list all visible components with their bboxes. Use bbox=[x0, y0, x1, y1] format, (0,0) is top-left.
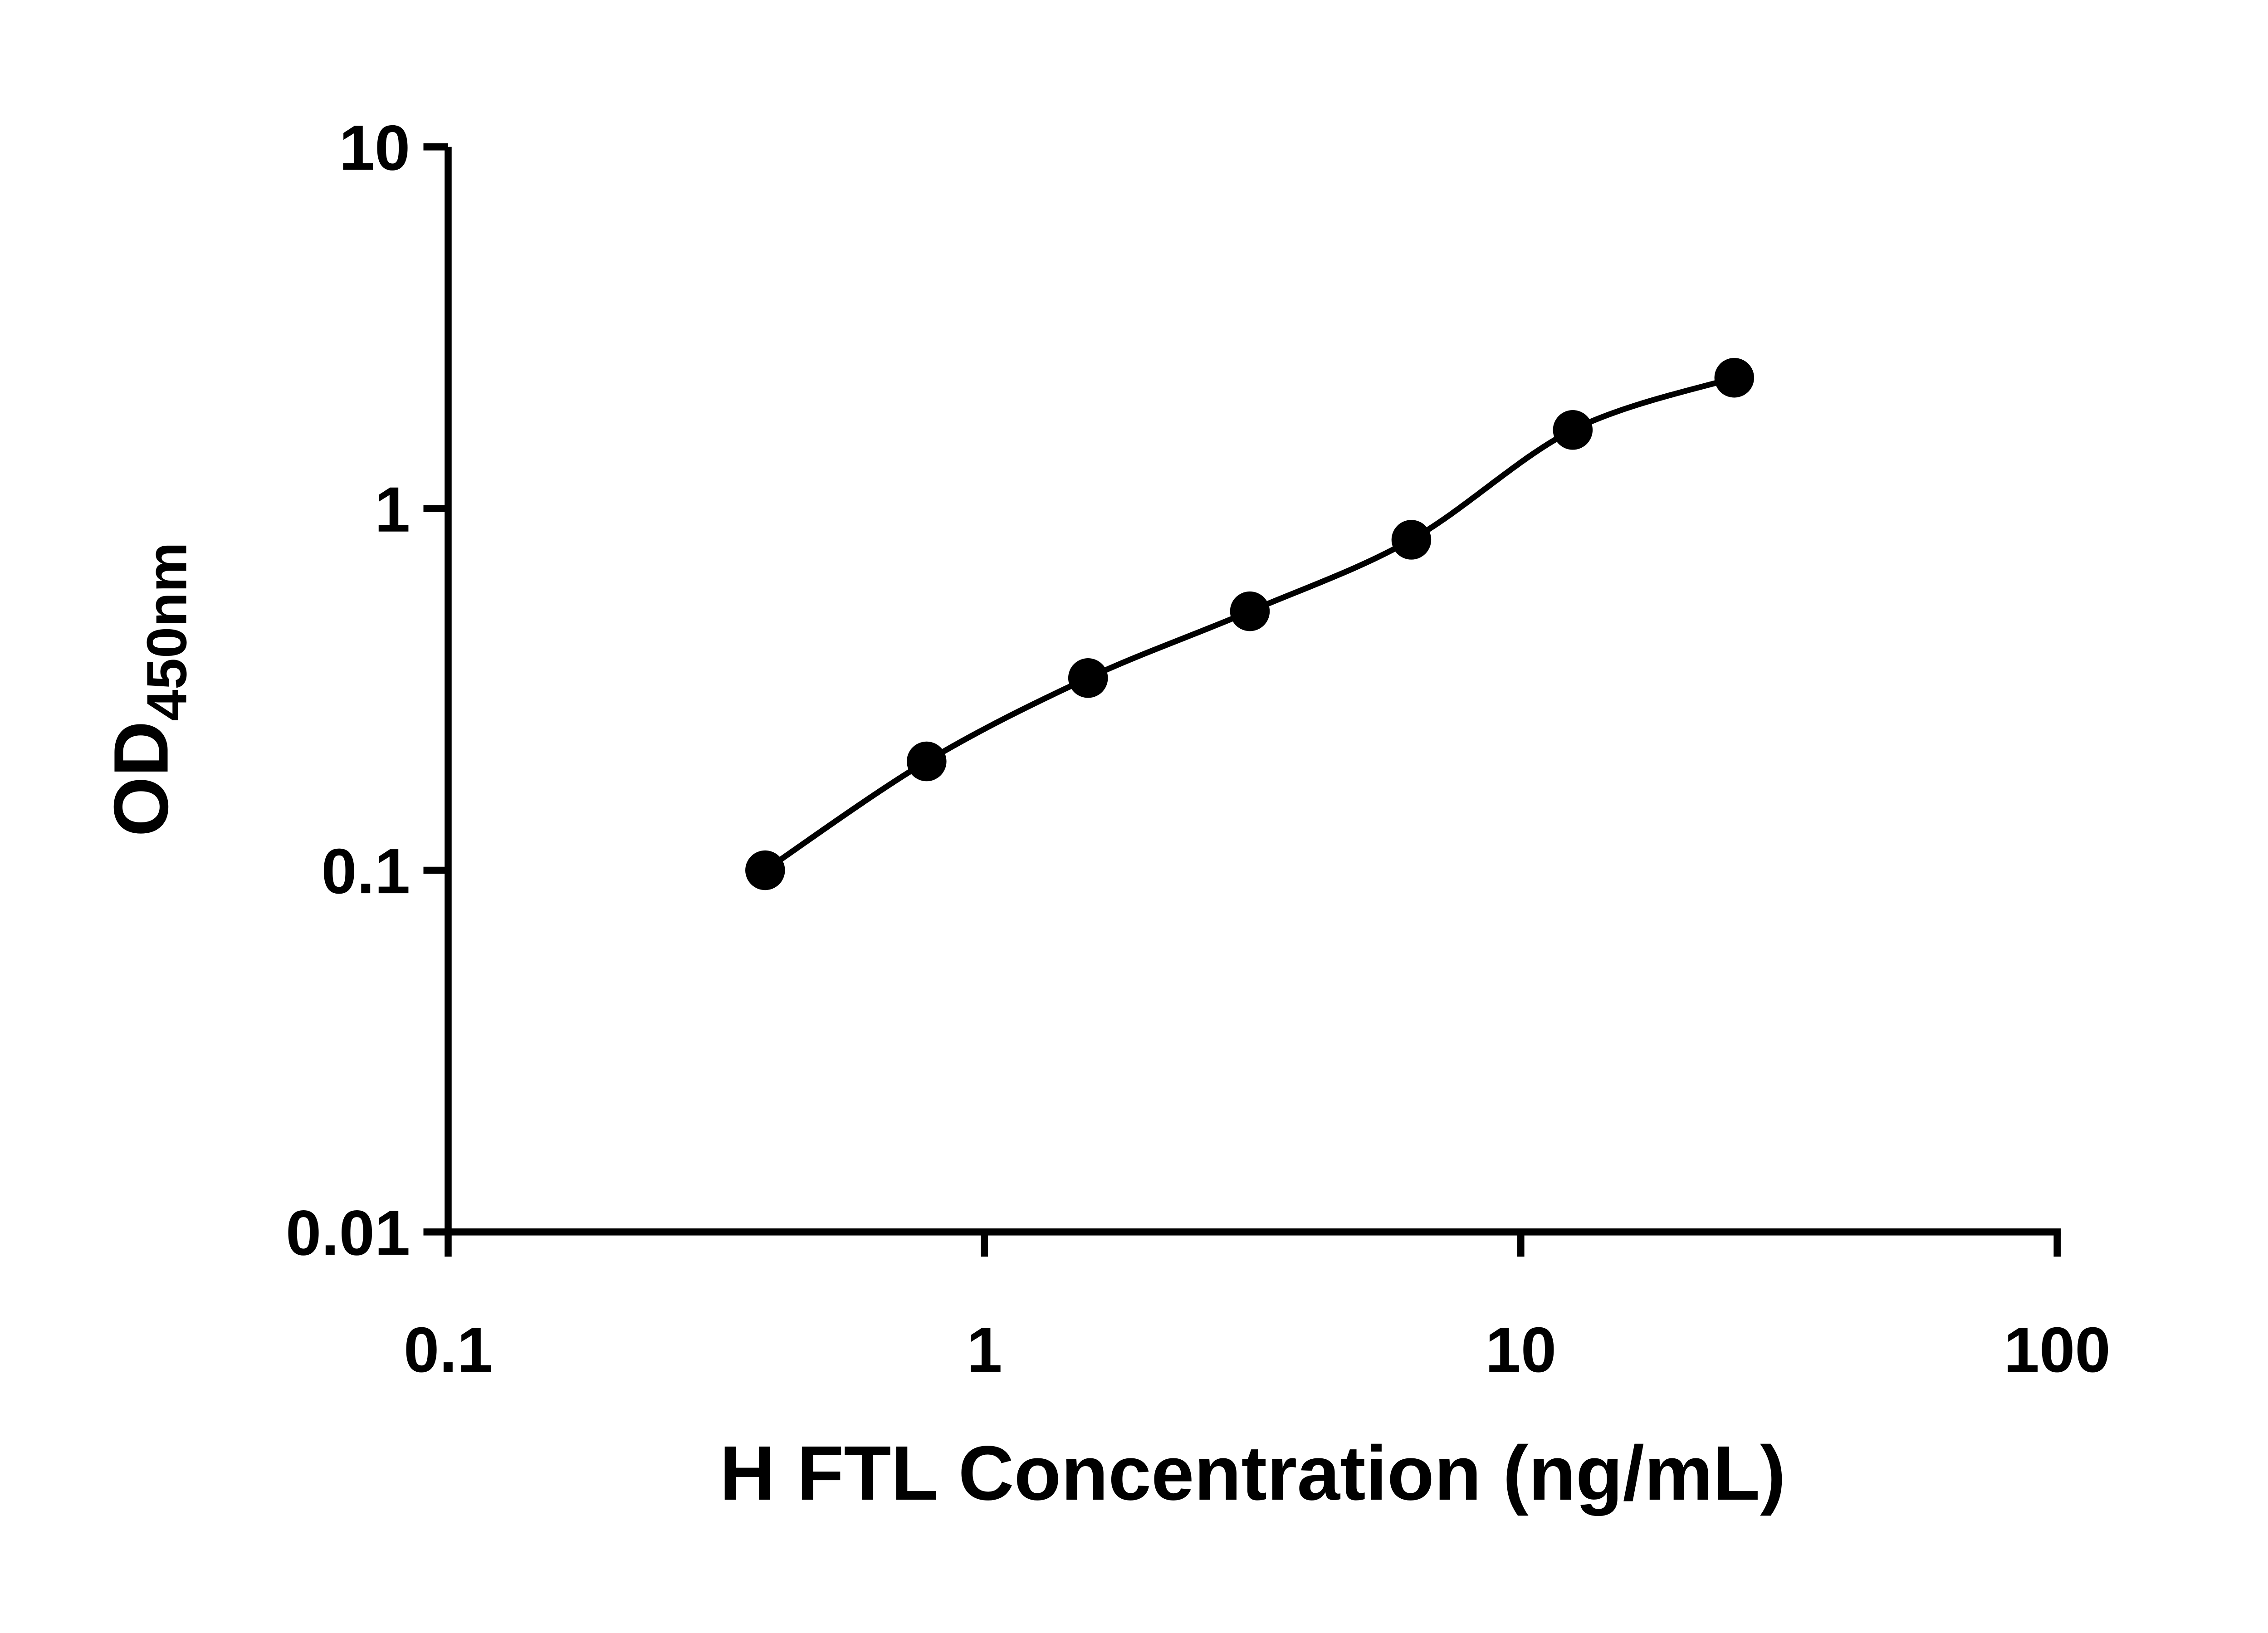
data-point bbox=[1553, 410, 1593, 450]
y-axis-title: OD450nm bbox=[98, 542, 199, 837]
y-axis-title-subscript: 450nm bbox=[135, 542, 198, 721]
data-point bbox=[1230, 591, 1270, 631]
elisa-standard-curve-figure: 0.1 1 10 100 0.01 0.1 1 10 H FTL Concentration … bbox=[98, 112, 2111, 1517]
data-point bbox=[907, 741, 947, 782]
x-tick-label: 10 bbox=[1485, 1314, 1556, 1385]
y-tick-label: 0.01 bbox=[286, 1197, 410, 1268]
y-axis-title-main: OD bbox=[98, 721, 185, 836]
data-point bbox=[1714, 357, 1755, 398]
y-tick-label: 0.1 bbox=[321, 835, 410, 907]
elisa-standard-curve-chart: 0.1 1 10 100 0.01 0.1 1 10 H FTL Concentration … bbox=[98, 112, 2111, 1517]
x-axis-title: H FTL Concentration (ng/mL) bbox=[719, 1430, 1785, 1516]
x-tick-label: 100 bbox=[2004, 1314, 2111, 1385]
x-tick-label: 0.1 bbox=[404, 1314, 493, 1385]
y-tick-label: 10 bbox=[339, 112, 410, 183]
data-point bbox=[745, 850, 785, 890]
data-point bbox=[1068, 658, 1108, 698]
y-tick-label: 1 bbox=[375, 474, 410, 545]
x-tick-label: 1 bbox=[967, 1314, 1002, 1385]
data-point bbox=[1391, 520, 1432, 560]
plot-area: 0.1 1 10 100 0.01 0.1 1 10 bbox=[286, 112, 2111, 1385]
